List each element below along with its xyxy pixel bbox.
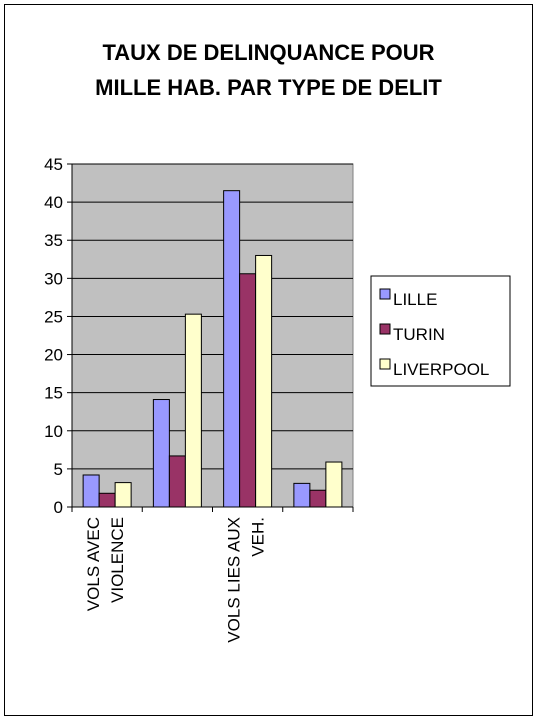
y-tick-label: 10: [44, 422, 63, 441]
legend-label-liverpool: LIVERPOOL: [393, 360, 489, 379]
bar-lille: [293, 482, 311, 508]
bar-lille: [223, 190, 241, 508]
bar-liverpool: [325, 461, 343, 508]
bars: [82, 190, 343, 508]
bar-turin: [168, 455, 186, 508]
x-category-label: VOLS AVEC: [84, 517, 103, 611]
legend: LILLE TURIN LIVERPOOL: [370, 275, 511, 387]
bar-turin: [98, 492, 116, 508]
legend-swatch-liverpool: [379, 358, 391, 370]
legend-swatch-lille: [379, 288, 391, 300]
y-tick-label: 25: [44, 307, 63, 326]
legend-label-lille: LILLE: [393, 290, 437, 309]
y-tick-label: 45: [44, 155, 63, 174]
axes: 0 5 10 15 20 25 30 35 40 45 VOLS AVEC VIOLENCE VOLS …: [44, 155, 354, 643]
y-tick-label: 5: [54, 460, 63, 479]
x-category-label: VIOLENCE: [108, 517, 127, 603]
y-tick-label: 35: [44, 231, 63, 250]
chart-title-line-2: MILLE HAB. PAR TYPE DE DELIT: [95, 75, 442, 100]
bar-liverpool: [255, 254, 273, 508]
bar-turin: [309, 489, 327, 508]
bar-lille: [82, 474, 100, 508]
y-tick-label: 40: [44, 193, 63, 212]
x-category-label: VOLS LIES AUX: [225, 517, 244, 643]
x-category-label: VEH.: [249, 517, 268, 557]
plot-background: [71, 163, 354, 508]
y-tick-label: 15: [44, 384, 63, 403]
bar-lille: [152, 399, 170, 508]
legend-box: [370, 275, 511, 387]
y-tick-label: 20: [44, 346, 63, 365]
bar-liverpool: [114, 482, 132, 508]
bar-liverpool: [184, 313, 202, 508]
y-tick-label: 0: [54, 498, 63, 517]
legend-label-turin: TURIN: [393, 325, 445, 344]
plot-area: [71, 163, 354, 508]
y-tick-label: 30: [44, 269, 63, 288]
legend-swatch-turin: [379, 323, 391, 335]
bar-turin: [239, 273, 257, 508]
chart-title-line-1: TAUX DE DELINQUANCE POUR: [102, 40, 435, 65]
